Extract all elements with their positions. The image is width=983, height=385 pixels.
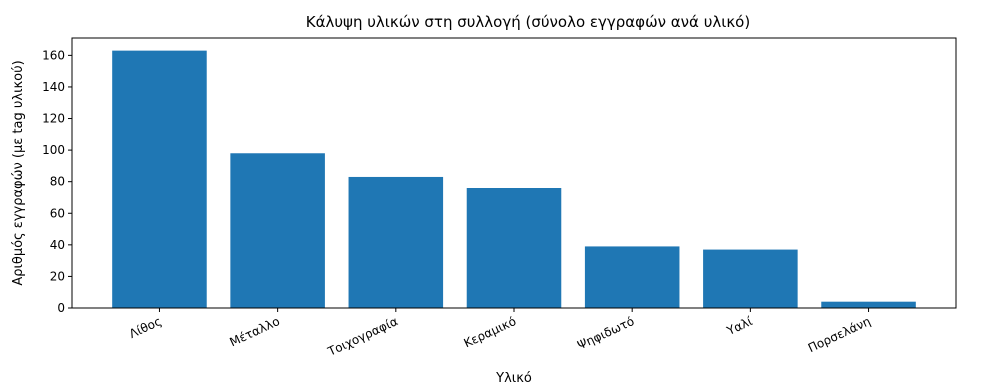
y-axis-label: Αριθμός εγγραφών (με tag υλικού)	[11, 60, 26, 285]
y-tick-label: 160	[42, 48, 65, 62]
x-tick-label: Πορσελάνη	[806, 314, 873, 355]
x-tick-label: Κεραμικό	[462, 314, 519, 350]
bar-7	[821, 301, 916, 308]
x-tick-label: Ψηφιδωτό	[575, 314, 636, 352]
bar-3	[348, 176, 444, 308]
bars-group	[112, 50, 916, 308]
y-tick-label: 20	[50, 269, 65, 283]
bar-2	[230, 153, 325, 308]
x-tick-label: Μέταλλο	[227, 314, 281, 349]
plot-frame	[71, 37, 957, 309]
bar-5	[584, 246, 680, 308]
y-tick-label: 0	[57, 301, 65, 315]
x-axis: Λίθος Μέταλλο Τοιχογραφία Κεραμικό Ψηφιδωτό Υ…	[127, 308, 873, 359]
y-tick-label: 80	[50, 175, 65, 189]
bar-1	[112, 50, 207, 308]
y-tick-label: 60	[50, 206, 65, 220]
bar-4	[466, 188, 562, 308]
y-tick-label: 40	[50, 238, 65, 252]
y-tick-label: 140	[42, 80, 65, 94]
bar-6	[703, 249, 798, 308]
y-tick-label: 120	[42, 112, 65, 126]
chart-title: Κάλυψη υλικών στη συλλογή (σύνολο εγγραφ…	[306, 13, 750, 31]
x-tick-label: Λίθος	[127, 314, 164, 341]
x-axis-label: Υλικό	[495, 371, 532, 385]
x-tick-label: Τοιχογραφία	[325, 314, 400, 359]
y-tick-label: 100	[42, 143, 65, 157]
y-axis: 0 20 40 60 80 100 120 140 160	[42, 48, 72, 315]
x-tick-label: Υαλί	[724, 314, 755, 338]
